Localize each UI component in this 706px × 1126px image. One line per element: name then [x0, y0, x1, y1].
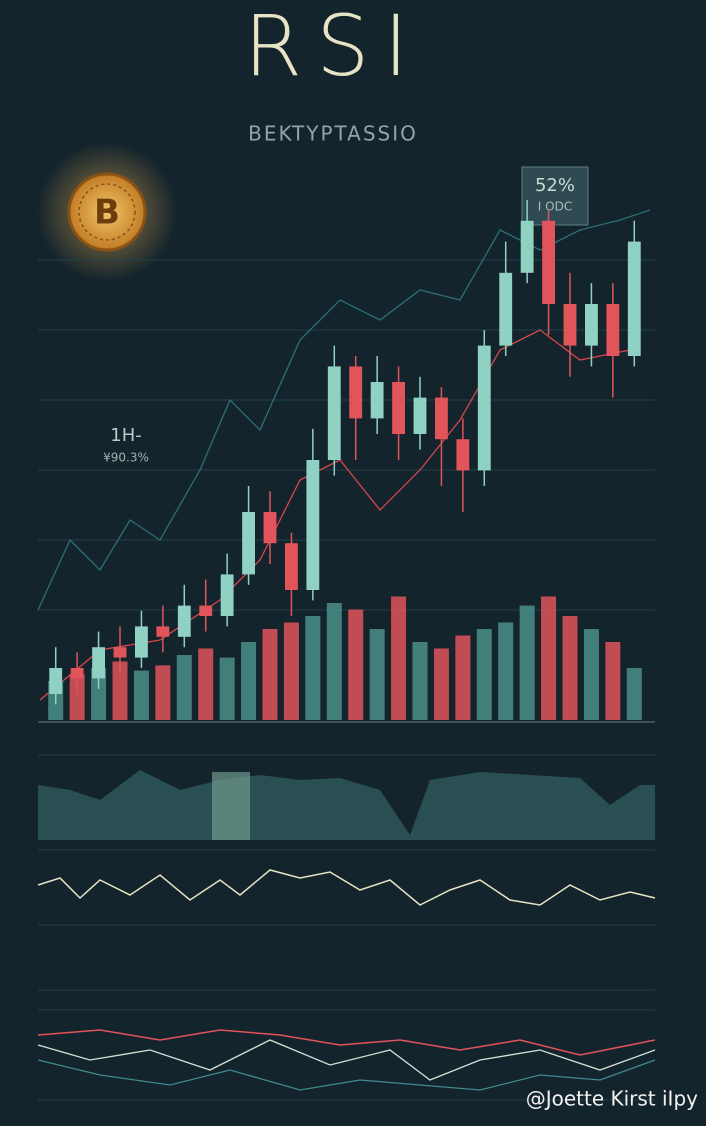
volume-bar	[369, 629, 385, 720]
main-chart	[48, 200, 642, 720]
oscillator-line	[37, 869, 656, 906]
candle-body	[263, 512, 277, 544]
candle-body	[156, 626, 170, 637]
subtitle: BEKTYPTASSIO	[248, 122, 418, 146]
volume-bar	[541, 596, 557, 720]
badge: 52% I ODC	[521, 166, 589, 226]
volume-bar	[155, 665, 171, 720]
candle-body	[370, 382, 384, 419]
candle-body	[306, 460, 320, 590]
candle-body	[435, 397, 448, 440]
candle-body	[220, 574, 234, 616]
candle-body	[477, 345, 491, 471]
candle-body	[349, 366, 363, 419]
volume-bar	[583, 629, 599, 720]
candle-body	[135, 626, 148, 658]
candle-body	[563, 304, 577, 346]
candle-body	[627, 241, 641, 356]
volume-bar	[219, 657, 235, 720]
coin-icon: B	[37, 142, 177, 282]
candle-body	[392, 382, 405, 434]
side-label: ¥90.3%	[103, 451, 149, 465]
indicator-line	[37, 1059, 656, 1091]
volume-bar	[198, 648, 214, 720]
candle-body	[92, 647, 105, 679]
candle-body	[199, 605, 213, 616]
candle-body	[327, 366, 341, 460]
volume-bar	[91, 668, 107, 720]
volume-bar	[498, 622, 514, 720]
candle-body	[542, 220, 555, 304]
candle-body	[177, 605, 191, 637]
volume-bar	[69, 674, 85, 720]
volume-bar	[476, 629, 492, 720]
watermark: @Joette Kirst iIpy	[526, 1087, 698, 1111]
volume-bar	[348, 609, 364, 720]
candle-body	[499, 272, 513, 346]
volume-bar	[262, 629, 278, 720]
volume-bar	[176, 655, 192, 720]
volume-bar	[455, 635, 471, 720]
side-label: 1H-	[110, 425, 141, 446]
volume-bar	[626, 668, 642, 720]
indicator-line	[37, 1029, 656, 1056]
candle-body	[456, 439, 470, 471]
volume-bar	[433, 648, 449, 720]
highlight-box	[212, 772, 250, 840]
candle-body	[49, 668, 63, 694]
title: RSI	[244, 0, 422, 95]
volume-bar	[241, 642, 257, 720]
volume-bar	[112, 661, 128, 720]
volume-bar	[519, 605, 535, 720]
candle-body	[70, 668, 84, 679]
badge-value: 52%	[535, 175, 575, 196]
volume-bar	[326, 603, 342, 720]
candle-body	[242, 512, 255, 575]
svg-text:B: B	[94, 193, 120, 233]
volume-bar	[283, 622, 299, 720]
candle-body	[413, 397, 427, 434]
volume-bar	[391, 596, 407, 720]
candle-body	[520, 220, 534, 273]
candle-body	[113, 647, 127, 658]
badge-sub: I ODC	[538, 200, 572, 214]
ma-line	[39, 329, 631, 701]
candle-body	[606, 304, 620, 356]
indicator-line	[37, 1039, 656, 1081]
volume-bar	[305, 616, 321, 720]
volume-bar	[412, 642, 428, 720]
candle-body	[285, 543, 298, 590]
area-panel	[38, 770, 655, 840]
volume-bar	[605, 642, 621, 720]
candle-body	[585, 304, 598, 346]
volume-bar	[133, 670, 149, 720]
volume-bar	[562, 616, 578, 720]
